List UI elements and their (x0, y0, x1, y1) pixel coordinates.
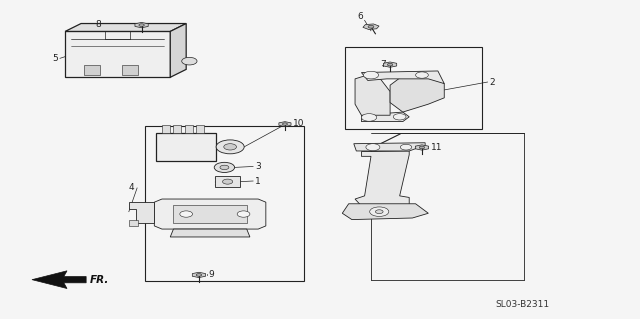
Polygon shape (415, 145, 429, 150)
Bar (173, 125, 181, 133)
Text: 11: 11 (431, 143, 442, 152)
Circle shape (400, 144, 412, 150)
Circle shape (368, 25, 374, 28)
Text: 5: 5 (52, 54, 58, 63)
Bar (162, 125, 170, 133)
Polygon shape (354, 143, 425, 151)
Polygon shape (135, 22, 148, 28)
Polygon shape (383, 62, 397, 67)
Bar (129, 220, 138, 226)
Bar (65, 32, 170, 77)
Bar (215, 176, 241, 187)
Circle shape (214, 162, 235, 173)
Polygon shape (32, 271, 86, 288)
Polygon shape (65, 24, 186, 32)
Circle shape (237, 211, 250, 217)
Text: 4: 4 (129, 183, 134, 192)
Bar (346, 47, 483, 130)
Circle shape (364, 71, 379, 79)
Circle shape (139, 24, 144, 26)
Text: 2: 2 (490, 78, 495, 86)
Bar (196, 125, 204, 133)
Circle shape (182, 57, 197, 65)
Circle shape (224, 144, 237, 150)
Text: 7: 7 (380, 60, 386, 69)
Circle shape (376, 210, 383, 214)
Bar (185, 125, 193, 133)
Circle shape (387, 63, 393, 66)
Polygon shape (363, 24, 379, 29)
Bar (145, 126, 304, 281)
Polygon shape (342, 204, 428, 219)
Polygon shape (129, 202, 154, 223)
Polygon shape (362, 112, 409, 122)
Polygon shape (390, 72, 444, 112)
Circle shape (419, 146, 424, 149)
Circle shape (282, 123, 287, 125)
Text: 3: 3 (255, 162, 260, 171)
Circle shape (220, 165, 229, 170)
Polygon shape (279, 122, 291, 127)
Circle shape (370, 207, 389, 216)
Circle shape (180, 211, 193, 217)
Polygon shape (362, 71, 444, 84)
Bar (156, 133, 216, 161)
Polygon shape (192, 272, 205, 278)
Text: 8: 8 (96, 20, 102, 29)
Bar (173, 205, 246, 223)
Circle shape (415, 72, 428, 78)
Polygon shape (170, 24, 186, 77)
Circle shape (362, 114, 377, 121)
Text: 9: 9 (209, 270, 214, 279)
Bar (122, 65, 138, 75)
Circle shape (196, 274, 202, 276)
Circle shape (216, 140, 244, 154)
Text: 6: 6 (357, 12, 363, 21)
Text: 1: 1 (255, 176, 260, 186)
Polygon shape (170, 229, 250, 237)
Polygon shape (154, 199, 266, 229)
Text: 10: 10 (293, 119, 305, 128)
Bar (84, 65, 100, 75)
Text: FR.: FR. (90, 275, 109, 285)
Polygon shape (355, 151, 409, 206)
Circle shape (394, 114, 406, 120)
Circle shape (366, 144, 380, 151)
Text: SL03-B2311: SL03-B2311 (495, 300, 549, 309)
Polygon shape (355, 72, 390, 115)
Circle shape (223, 179, 233, 184)
